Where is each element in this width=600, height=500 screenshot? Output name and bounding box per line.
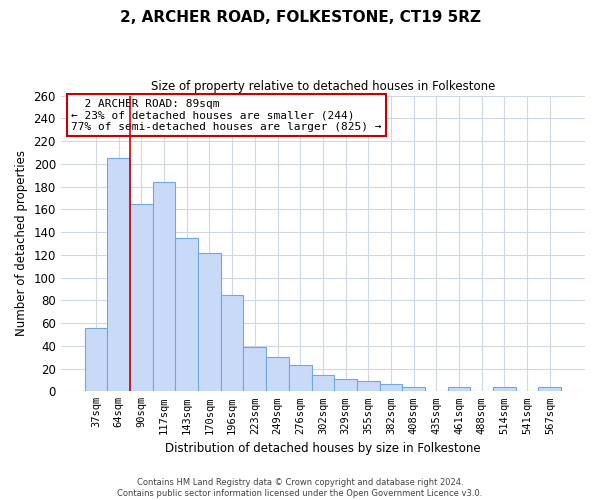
Bar — [289, 365, 311, 392]
Bar — [448, 387, 470, 392]
Bar — [311, 376, 334, 392]
Bar — [244, 347, 266, 392]
Bar — [175, 238, 198, 392]
Bar — [85, 328, 107, 392]
Bar — [403, 387, 425, 392]
Text: 2, ARCHER ROAD, FOLKESTONE, CT19 5RZ: 2, ARCHER ROAD, FOLKESTONE, CT19 5RZ — [119, 10, 481, 25]
Title: Size of property relative to detached houses in Folkestone: Size of property relative to detached ho… — [151, 80, 495, 93]
Text: 2 ARCHER ROAD: 89sqm
← 23% of detached houses are smaller (244)
77% of semi-deta: 2 ARCHER ROAD: 89sqm ← 23% of detached h… — [71, 98, 382, 132]
Bar — [152, 182, 175, 392]
Bar — [221, 294, 244, 392]
Bar — [357, 381, 380, 392]
Bar — [493, 387, 516, 392]
Bar — [334, 379, 357, 392]
Bar — [198, 252, 221, 392]
Bar — [107, 158, 130, 392]
Bar — [538, 387, 561, 392]
Bar — [266, 357, 289, 392]
Text: Contains HM Land Registry data © Crown copyright and database right 2024.
Contai: Contains HM Land Registry data © Crown c… — [118, 478, 482, 498]
Bar — [130, 204, 152, 392]
Bar — [380, 384, 403, 392]
Y-axis label: Number of detached properties: Number of detached properties — [15, 150, 28, 336]
X-axis label: Distribution of detached houses by size in Folkestone: Distribution of detached houses by size … — [165, 442, 481, 455]
